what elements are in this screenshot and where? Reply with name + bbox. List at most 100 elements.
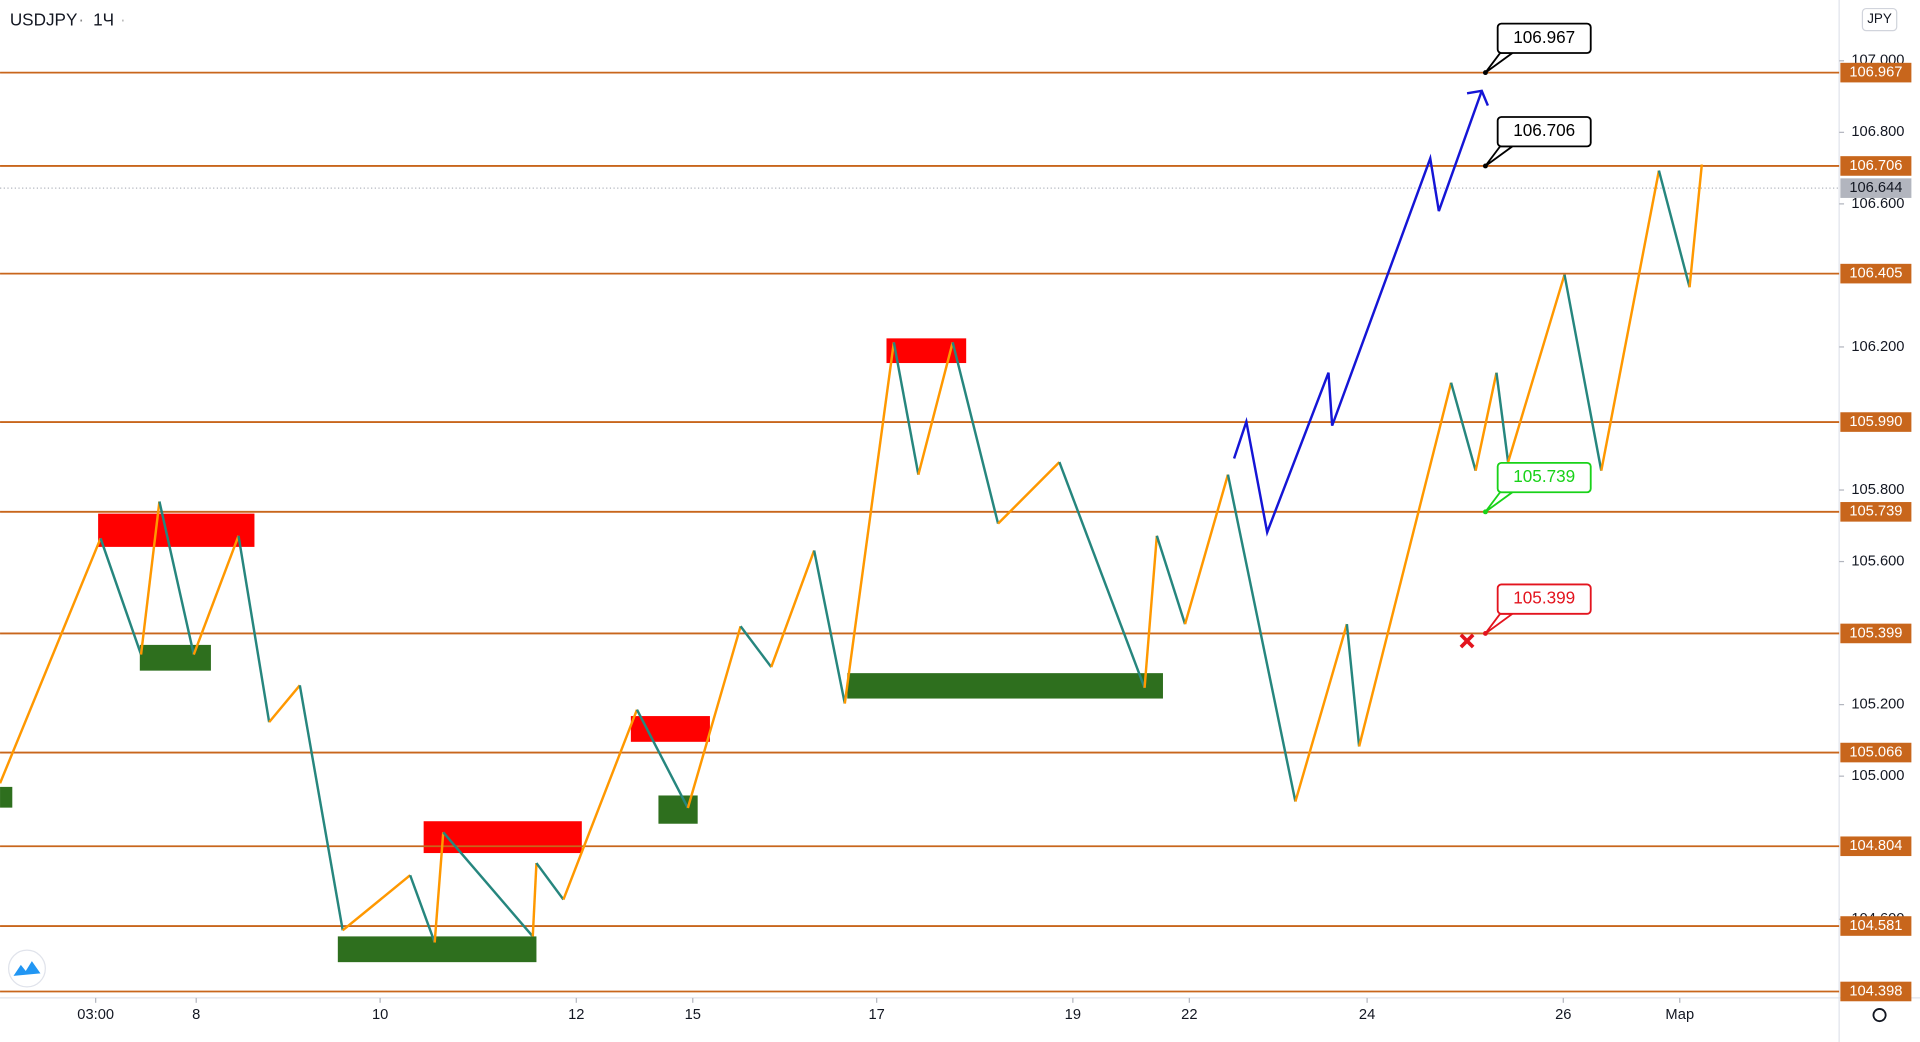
x-tick-label: 8 <box>192 1007 200 1023</box>
zigzag-up <box>433 832 445 943</box>
zigzag-up <box>0 537 102 784</box>
level-tag <box>1840 156 1912 176</box>
zigzag-down <box>812 550 847 704</box>
zigzag-down <box>1449 382 1477 472</box>
x-tick-label: 22 <box>1181 1007 1197 1023</box>
level-tag-label: 105.066 <box>1849 744 1902 760</box>
y-tick-label: 106.600 <box>1851 196 1904 212</box>
level-tag <box>1840 981 1912 1002</box>
zigzag-up <box>1600 170 1661 471</box>
zigzag-up <box>1474 372 1498 471</box>
cross-mark <box>1459 633 1475 649</box>
zigzag-up <box>531 863 538 937</box>
callout-label: 106.706 <box>1513 120 1575 140</box>
y-tick-label: 105.200 <box>1851 696 1904 712</box>
level-tag-label: 104.804 <box>1849 838 1902 854</box>
zone <box>423 821 582 854</box>
currency[interactable]: JPY <box>1867 11 1892 26</box>
level-tag <box>1840 412 1912 432</box>
currency-button[interactable] <box>1861 7 1898 32</box>
level-tag-label: 106.405 <box>1849 265 1902 281</box>
level-tag <box>1840 916 1912 936</box>
zigzag-down <box>1345 624 1361 747</box>
callout-anchor <box>1482 163 1488 169</box>
zigzag-down <box>1226 474 1297 802</box>
y-tick-label: 106.800 <box>1851 124 1904 140</box>
callout-anchor <box>1482 70 1488 76</box>
y-tick-label: 106.200 <box>1851 339 1904 355</box>
x-tick-label: Мар <box>1665 1007 1694 1023</box>
level-tag <box>1840 263 1912 284</box>
level-tag <box>1840 623 1912 644</box>
symbol[interactable]: USDJPY <box>10 9 78 29</box>
zigzag-down <box>951 342 1000 524</box>
interval[interactable]: 1Ч <box>93 9 114 29</box>
zigzag-up <box>770 550 816 668</box>
zone <box>630 716 710 742</box>
zone <box>139 644 211 671</box>
zone <box>658 795 698 824</box>
forecast-arrowhead <box>1466 89 1489 107</box>
zigzag-up <box>268 684 301 723</box>
zigzag-up <box>1294 623 1349 802</box>
zigzag-down <box>739 625 773 668</box>
zigzag-down <box>1155 535 1187 625</box>
logo-mark <box>13 961 41 976</box>
zigzag-down <box>892 342 920 475</box>
separator: · <box>120 9 126 29</box>
callout-label: 105.399 <box>1513 588 1575 608</box>
zigzag-up <box>1357 382 1453 747</box>
zigzag-up <box>1688 164 1704 288</box>
zigzag-down <box>1657 170 1691 288</box>
level-tag <box>1840 836 1912 857</box>
zigzag-down <box>1495 372 1510 463</box>
level-tag-label: 104.398 <box>1849 983 1902 999</box>
callout-box <box>1496 116 1592 148</box>
level-tag-label: 104.581 <box>1849 918 1902 934</box>
x-tick-label: 15 <box>685 1007 701 1023</box>
y-tick-label: 105.000 <box>1851 768 1904 784</box>
zigzag-down <box>298 685 344 931</box>
zigzag-down <box>158 501 195 655</box>
x-tick-label: 03:00 <box>77 1007 114 1023</box>
zigzag-down <box>442 831 534 938</box>
y-tick-label: 105.600 <box>1851 553 1904 569</box>
zigzag-down <box>535 862 565 901</box>
level-tag-label: 106.967 <box>1849 64 1902 80</box>
zigzag-down <box>635 709 689 809</box>
zigzag-up <box>1183 474 1230 625</box>
separator: · <box>78 9 84 29</box>
zone <box>847 673 1163 699</box>
zigzag-up <box>192 535 240 655</box>
callout-label: 106.967 <box>1513 27 1575 47</box>
level-tag-label: 106.706 <box>1849 158 1902 174</box>
zigzag-up <box>341 874 411 932</box>
callout-box <box>1496 461 1592 494</box>
settings-icon[interactable] <box>1872 1008 1887 1023</box>
x-tick-label: 12 <box>568 1007 584 1023</box>
zigzag-up <box>843 342 896 704</box>
zigzag-up <box>1506 274 1566 463</box>
zigzag-up <box>562 709 639 901</box>
zigzag-down <box>99 537 143 655</box>
y-tick-label: 105.800 <box>1851 482 1904 498</box>
callout-box <box>1496 22 1592 54</box>
level-tag-label: 105.739 <box>1849 504 1902 520</box>
logo[interactable] <box>7 949 46 988</box>
zigzag-up <box>1143 535 1159 688</box>
zigzag-up <box>686 625 742 809</box>
zigzag-up <box>917 341 954 475</box>
x-tick-label: 26 <box>1555 1007 1571 1023</box>
x-tick-label: 19 <box>1065 1007 1081 1023</box>
callout-anchor <box>1482 630 1488 636</box>
callout-label: 105.739 <box>1513 466 1575 486</box>
zigzag-up <box>997 461 1061 525</box>
x-tick-label: 10 <box>372 1007 388 1023</box>
zigzag-down <box>237 535 271 723</box>
zone <box>98 513 255 547</box>
zigzag-down <box>1058 461 1146 689</box>
x-tick-label: 24 <box>1359 1007 1375 1023</box>
callout-box <box>1496 583 1592 615</box>
